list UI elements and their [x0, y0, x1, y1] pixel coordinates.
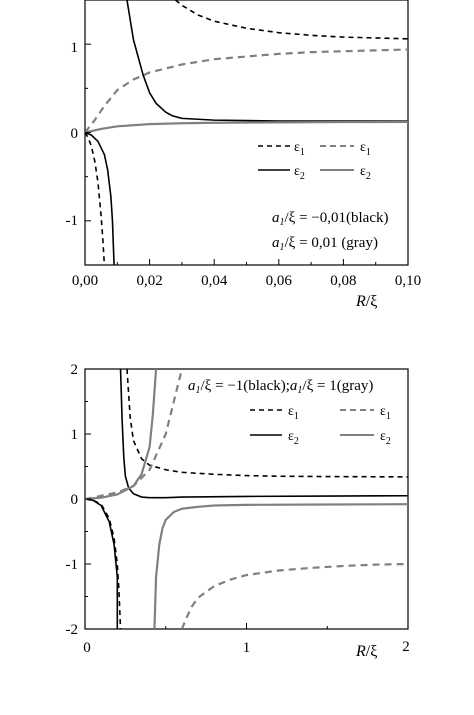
- bottom-series-line-3: [153, 503, 408, 629]
- bottom-ticks-group: [84, 368, 409, 630]
- bottom-series-line-5: [85, 498, 119, 629]
- top-ytick-1: 1: [71, 40, 79, 56]
- bottom-series-line-6: [180, 562, 408, 629]
- bottom-xtick-1: 1: [243, 640, 251, 656]
- top-legend: ε1 ε1 ε2 ε2: [258, 140, 371, 182]
- top-series-line-0: [174, 0, 408, 40]
- bottom-chart: 2 1 0 -1 -2 0 1 2 R/ξ a1/ξ = −1(black);a…: [66, 362, 410, 660]
- bottom-legend-label-eps1-gray: ε1: [380, 404, 391, 422]
- top-series-group: [85, 0, 408, 265]
- top-xtick-0: 0,00: [72, 273, 98, 289]
- top-legend-label-eps2-black: ε2: [294, 164, 305, 182]
- top-annotation-black: a1/ξ = −0,01(black): [272, 210, 389, 228]
- bottom-legend: ε1 ε1 ε2 ε2: [250, 404, 391, 447]
- bottom-xtick-2: 2: [402, 639, 410, 655]
- top-xtick-1: 0,02: [136, 273, 162, 289]
- top-ytick-neg1: -1: [66, 213, 79, 229]
- bottom-ytick-2: 2: [71, 362, 79, 378]
- top-legend-label-eps1-gray: ε1: [360, 140, 371, 158]
- bottom-annotation: a1/ξ = −1(black);a1/ξ = 1(gray): [188, 378, 373, 396]
- top-legend-label-eps1-black: ε1: [294, 140, 305, 158]
- bottom-ytick-0: 0: [71, 492, 79, 508]
- bottom-ytick-neg1: -1: [66, 557, 79, 573]
- top-x-axis-label: R/ξ: [355, 293, 377, 310]
- bottom-series-line-0: [126, 369, 408, 478]
- bottom-ytick-1: 1: [71, 427, 79, 443]
- bottom-legend-label-eps2-gray: ε2: [380, 429, 391, 447]
- top-series-line-3: [85, 120, 408, 134]
- bottom-legend-label-eps1-black: ε1: [288, 404, 299, 422]
- top-annotation-gray: a1/ξ = 0,01 (gray): [272, 235, 378, 253]
- top-series-line-4: [85, 132, 106, 265]
- top-series-line-1: [85, 48, 408, 134]
- top-series-line-2: [126, 0, 408, 122]
- bottom-plot-frame: [84, 368, 409, 630]
- bottom-series-group: [85, 369, 408, 629]
- bottom-xtick-0: 0: [83, 640, 91, 656]
- bottom-ytick-neg2: -2: [66, 622, 79, 638]
- bottom-x-axis-label: R/ξ: [355, 643, 377, 660]
- bottom-legend-label-eps2-black: ε2: [288, 429, 299, 447]
- top-xtick-3: 0,06: [266, 273, 293, 289]
- top-legend-label-eps2-gray: ε2: [360, 164, 371, 182]
- top-xtick-4: 0,08: [330, 273, 356, 289]
- top-xtick-5: 0,10: [395, 273, 421, 289]
- top-ticks-group: [84, 0, 409, 266]
- top-series-line-5: [85, 131, 115, 265]
- bottom-series-line-1: [119, 369, 408, 499]
- bottom-series-line-2: [85, 369, 158, 501]
- top-xtick-2: 0,04: [201, 273, 228, 289]
- top-chart: 1 0 -1 0,00 0,02 0,04 0,06 0,08 0,10 R/ξ…: [66, 0, 421, 310]
- top-ytick-0: 0: [71, 126, 79, 142]
- bottom-series-line-7: [85, 369, 183, 501]
